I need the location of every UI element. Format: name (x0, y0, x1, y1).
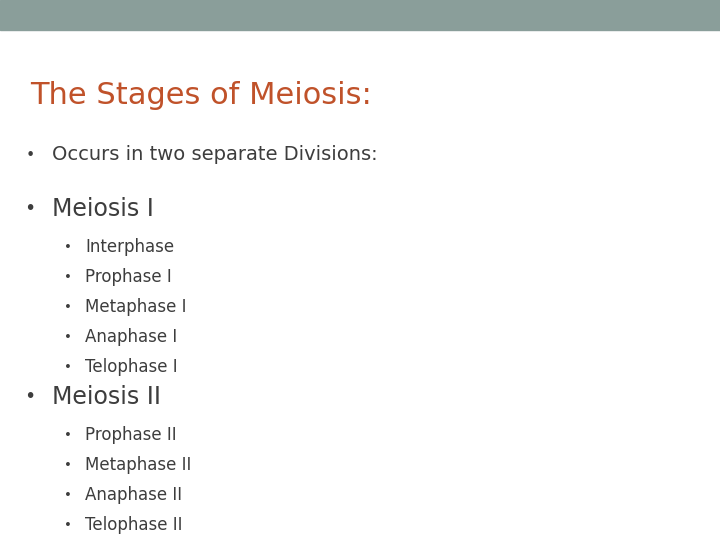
Text: Telophase II: Telophase II (85, 516, 182, 534)
Text: Anaphase II: Anaphase II (85, 486, 182, 504)
Text: Prophase I: Prophase I (85, 268, 172, 286)
Text: Anaphase I: Anaphase I (85, 328, 177, 346)
Text: •: • (64, 271, 72, 284)
Text: •: • (64, 429, 72, 442)
Text: •: • (64, 361, 72, 374)
Text: •: • (25, 147, 35, 163)
Text: •: • (64, 458, 72, 471)
Text: •: • (64, 300, 72, 314)
Bar (0, 0, 720, 30)
Text: Metaphase I: Metaphase I (85, 298, 186, 316)
Text: Meiosis I: Meiosis I (52, 197, 154, 221)
Text: Telophase I: Telophase I (85, 358, 178, 376)
Text: Metaphase II: Metaphase II (85, 456, 192, 474)
Text: The Stages of Meiosis:: The Stages of Meiosis: (30, 80, 372, 110)
Text: Prophase II: Prophase II (85, 426, 176, 444)
Text: •: • (64, 518, 72, 531)
Text: •: • (24, 199, 35, 219)
Text: •: • (64, 330, 72, 343)
Text: •: • (24, 388, 35, 407)
Text: Meiosis II: Meiosis II (52, 385, 161, 409)
Text: •: • (64, 489, 72, 502)
Text: Occurs in two separate Divisions:: Occurs in two separate Divisions: (52, 145, 377, 165)
Text: Interphase: Interphase (85, 238, 174, 256)
Text: •: • (64, 240, 72, 253)
